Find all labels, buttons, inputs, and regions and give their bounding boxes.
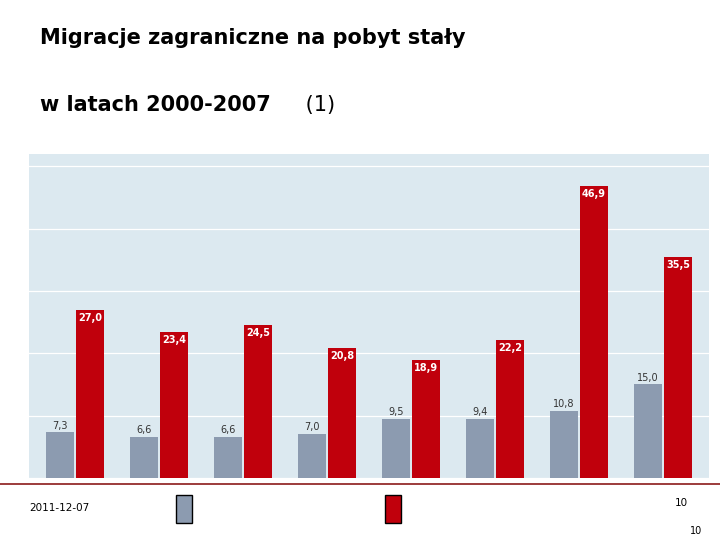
Text: 6,6: 6,6	[136, 425, 152, 435]
Bar	[634, 384, 662, 478]
Bar	[76, 309, 104, 478]
Bar	[161, 332, 188, 478]
FancyBboxPatch shape	[385, 495, 401, 523]
FancyBboxPatch shape	[176, 495, 192, 523]
Text: 46,9: 46,9	[582, 189, 606, 199]
Bar	[46, 433, 73, 478]
Text: 9,4: 9,4	[472, 408, 487, 417]
Text: 22,2: 22,2	[498, 343, 522, 353]
Bar	[466, 420, 494, 478]
Text: 10: 10	[690, 525, 702, 536]
Text: 18,9: 18,9	[414, 363, 438, 373]
Bar	[496, 340, 524, 478]
Bar	[214, 437, 242, 478]
Text: (1): (1)	[299, 96, 335, 116]
Bar	[413, 360, 440, 478]
Bar	[328, 348, 356, 478]
Bar	[130, 437, 158, 478]
Bar	[382, 418, 410, 478]
Text: 6,6: 6,6	[220, 425, 235, 435]
Text: 15,0: 15,0	[637, 373, 659, 382]
Text: 9,5: 9,5	[388, 407, 404, 417]
Text: 10: 10	[675, 498, 688, 508]
Text: 7,0: 7,0	[304, 422, 320, 433]
Text: w latach 2000-2007: w latach 2000-2007	[40, 96, 270, 116]
Bar	[550, 410, 577, 478]
Bar	[580, 186, 608, 478]
Text: 24,5: 24,5	[246, 328, 270, 339]
Text: 2011-12-07: 2011-12-07	[29, 503, 89, 512]
Text: 35,5: 35,5	[666, 260, 690, 270]
Text: 7,3: 7,3	[52, 421, 68, 430]
Text: 10,8: 10,8	[553, 399, 575, 409]
Text: 27,0: 27,0	[78, 313, 102, 323]
Bar	[298, 434, 325, 478]
Text: 20,8: 20,8	[330, 352, 354, 361]
Text: Migracje zagraniczne na pobyt stały: Migracje zagraniczne na pobyt stały	[40, 28, 465, 48]
Text: 23,4: 23,4	[162, 335, 186, 345]
Bar	[244, 325, 272, 478]
Bar	[665, 256, 692, 478]
